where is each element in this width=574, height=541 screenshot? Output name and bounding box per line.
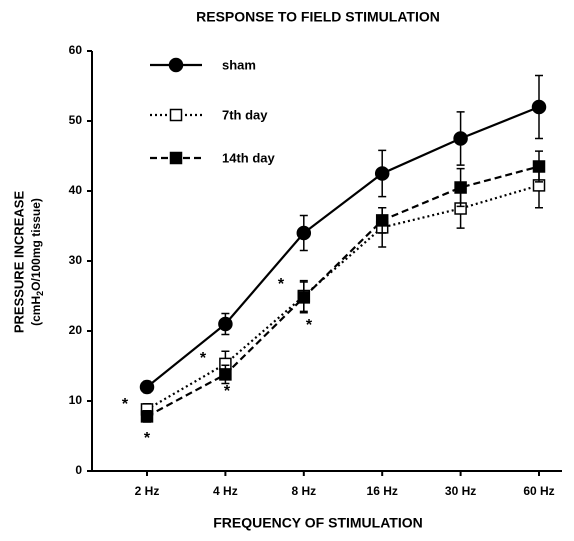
legend-label: 14th day bbox=[222, 150, 276, 165]
marker bbox=[296, 225, 312, 241]
x-tick-label: 8 Hz bbox=[291, 484, 316, 498]
marker bbox=[375, 214, 389, 227]
significance-mark: * bbox=[224, 383, 231, 400]
error-bar bbox=[378, 149, 387, 198]
error-bar bbox=[456, 111, 465, 166]
significance-mark: * bbox=[200, 350, 207, 367]
marker bbox=[374, 166, 390, 181]
x-axis-label: FREQUENCY OF STIMULATION bbox=[213, 515, 422, 531]
marker bbox=[219, 368, 232, 381]
x-tick-label: 30 Hz bbox=[445, 484, 476, 498]
marker bbox=[218, 316, 233, 332]
y-axis-label: PRESSURE INCREASE bbox=[11, 191, 26, 334]
series-line bbox=[146, 105, 540, 388]
chart-title: RESPONSE TO FIELD STIMULATION bbox=[196, 9, 440, 25]
y-tick-label: 20 bbox=[69, 323, 83, 337]
marker bbox=[140, 410, 154, 423]
x-tick-label: 2 Hz bbox=[135, 484, 160, 498]
x-tick-label: 60 Hz bbox=[523, 484, 554, 498]
error-bar bbox=[535, 150, 543, 183]
significance-mark: * bbox=[306, 317, 313, 334]
marker bbox=[139, 379, 155, 395]
y-axis-label-group: PRESSURE INCREASE (cmH2O/100mg tissue) bbox=[11, 191, 45, 334]
legend-marker bbox=[168, 57, 184, 73]
legend-marker bbox=[169, 151, 183, 165]
marker bbox=[531, 99, 547, 115]
y-tick-label: 60 bbox=[69, 43, 83, 57]
error-bar bbox=[535, 74, 543, 140]
legend-label: sham bbox=[222, 57, 256, 72]
marker bbox=[454, 181, 467, 194]
significance-mark: * bbox=[122, 396, 129, 413]
error-bar bbox=[378, 207, 387, 234]
marker bbox=[453, 131, 468, 146]
x-tick-label: 4 Hz bbox=[213, 484, 238, 498]
units-part: O/100mg tissue) bbox=[29, 198, 43, 291]
series-line bbox=[146, 165, 540, 418]
units-subscript: 2 bbox=[35, 291, 45, 296]
error-bar bbox=[299, 281, 308, 314]
y-tick-label: 30 bbox=[69, 253, 83, 267]
y-tick-label: 50 bbox=[69, 113, 83, 127]
y-tick-label: 40 bbox=[69, 183, 83, 197]
error-bar bbox=[456, 167, 465, 208]
y-tick-label: 0 bbox=[75, 463, 82, 477]
units-part: (cmH bbox=[29, 296, 43, 326]
y-axis-units: (cmH2O/100mg tissue) bbox=[29, 198, 45, 326]
y-tick-label: 10 bbox=[69, 393, 83, 407]
series-line bbox=[146, 184, 540, 411]
significance-mark: * bbox=[144, 430, 151, 447]
legend-label: 7th day bbox=[222, 107, 268, 122]
error-bar bbox=[299, 214, 308, 252]
marker bbox=[532, 160, 546, 173]
x-tick-label: 16 Hz bbox=[367, 484, 398, 498]
significance-mark: * bbox=[278, 276, 285, 293]
error-bar bbox=[221, 350, 230, 378]
legend-marker bbox=[169, 108, 183, 122]
marker bbox=[297, 291, 311, 304]
